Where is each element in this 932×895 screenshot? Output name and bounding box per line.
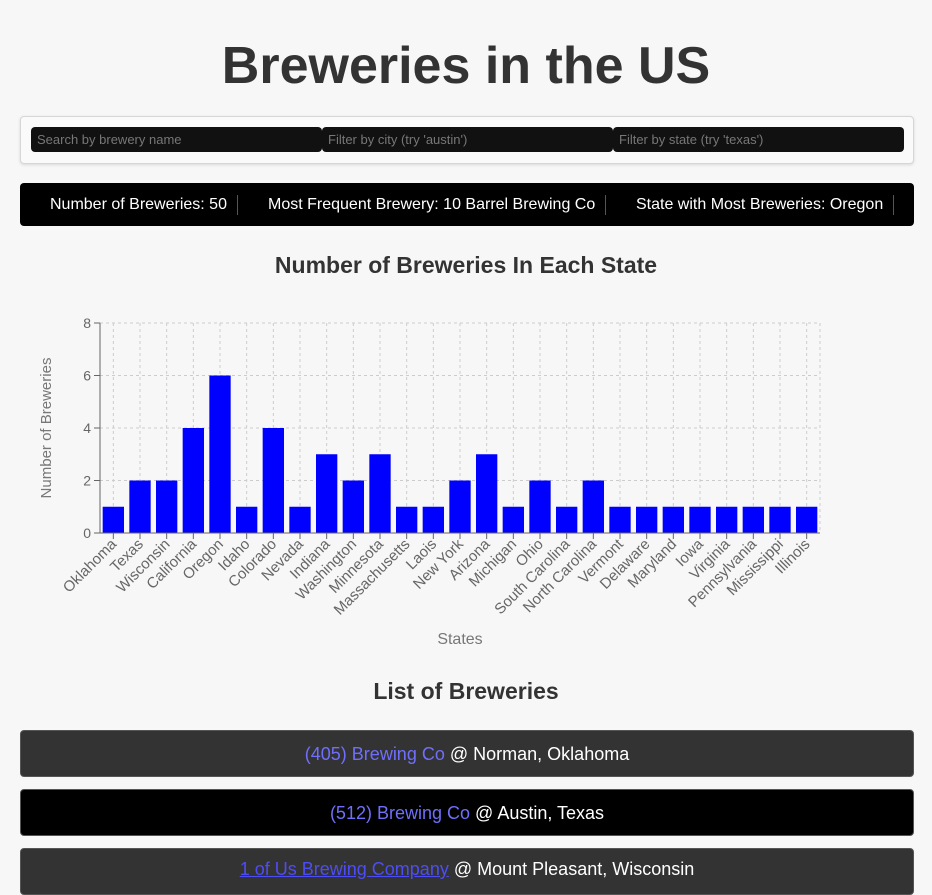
bar-arizona[interactable]: [476, 454, 498, 533]
brewery-name-search-input[interactable]: [31, 127, 322, 152]
chart-x-tick-labels: OklahomaTexasWisconsinCaliforniaOregonId…: [60, 533, 813, 619]
brewery-list-item[interactable]: (405) Brewing Co @ Norman, Oklahoma: [20, 730, 914, 777]
top-state-stat: State with Most Breweries: Oregon: [636, 196, 884, 213]
bar-california[interactable]: [182, 428, 204, 533]
search-panel: [20, 116, 914, 164]
brewery-name-link[interactable]: 1 of Us Brewing Company: [239, 859, 449, 879]
stats-bar: Number of Breweries: 50 Most Frequent Br…: [20, 183, 914, 226]
bar-minnesota[interactable]: [369, 454, 391, 533]
brewery-name-link[interactable]: (405) Brewing Co: [304, 744, 445, 764]
bar-virginia[interactable]: [716, 506, 738, 533]
bar-pennsylvania[interactable]: [742, 506, 764, 533]
y-tick-label: 0: [83, 525, 91, 541]
bar-illinois[interactable]: [796, 506, 818, 533]
bar-oklahoma[interactable]: [102, 506, 124, 533]
bar-laois[interactable]: [422, 506, 444, 533]
brewery-list-item[interactable]: (512) Brewing Co @ Austin, Texas: [20, 789, 914, 836]
most-frequent-brewery-stat: Most Frequent Brewery: 10 Barrel Brewing…: [268, 196, 596, 213]
at-separator: @: [475, 803, 494, 823]
brewery-location: Austin, Texas: [497, 803, 605, 823]
bar-south-carolina[interactable]: [556, 506, 578, 533]
x-axis-label: States: [437, 631, 482, 648]
list-section-title: List of Breweries: [373, 678, 559, 704]
bar-oregon[interactable]: [209, 375, 231, 534]
stat-divider: [237, 195, 238, 215]
bar-michigan[interactable]: [502, 506, 524, 533]
bar-washington[interactable]: [342, 480, 364, 534]
city-filter-input[interactable]: [322, 127, 613, 152]
y-tick-label: 2: [83, 473, 91, 489]
brewery-name-link[interactable]: (512) Brewing Co: [329, 803, 470, 823]
chart-bars: [102, 375, 818, 534]
breweries-per-state-chart: OklahomaTexasWisconsinCaliforniaOregonId…: [38, 315, 821, 648]
y-tick-label: 8: [83, 315, 91, 331]
bar-indiana[interactable]: [316, 454, 338, 533]
bar-ohio[interactable]: [529, 480, 551, 534]
bar-vermont[interactable]: [609, 506, 631, 533]
page-title: Breweries in the US: [221, 37, 711, 95]
bar-colorado[interactable]: [262, 428, 284, 533]
at-separator: @: [453, 859, 473, 879]
y-tick-label: 6: [83, 368, 91, 384]
state-filter-input[interactable]: [613, 127, 904, 152]
bar-texas[interactable]: [129, 480, 151, 534]
y-axis-label: Number of Breweries: [38, 358, 55, 499]
brewery-count-stat: Number of Breweries: 50: [50, 196, 227, 213]
brewery-location: Mount Pleasant, Wisconsin: [477, 859, 695, 879]
brewery-list-item[interactable]: 1 of Us Brewing Company @ Mount Pleasant…: [20, 848, 914, 895]
chart-y-tick-labels: 0 2 4 6 8: [83, 315, 100, 541]
bar-north-carolina[interactable]: [582, 480, 604, 534]
bar-nevada[interactable]: [289, 506, 311, 533]
brewery-location: Norman, Oklahoma: [473, 744, 630, 764]
y-tick-label: 4: [83, 420, 91, 436]
stat-divider: [893, 195, 894, 215]
stat-divider: [605, 195, 606, 215]
at-separator: @: [449, 744, 469, 764]
bar-delaware[interactable]: [636, 506, 658, 533]
bar-wisconsin[interactable]: [156, 480, 178, 534]
bar-new-york[interactable]: [449, 480, 471, 534]
bar-iowa[interactable]: [689, 506, 711, 533]
bar-massachusetts[interactable]: [396, 506, 418, 533]
bar-mississippi[interactable]: [769, 506, 791, 533]
bar-maryland[interactable]: [662, 506, 684, 533]
bar-idaho[interactable]: [236, 506, 258, 533]
chart-section-title: Number of Breweries In Each State: [274, 252, 658, 278]
